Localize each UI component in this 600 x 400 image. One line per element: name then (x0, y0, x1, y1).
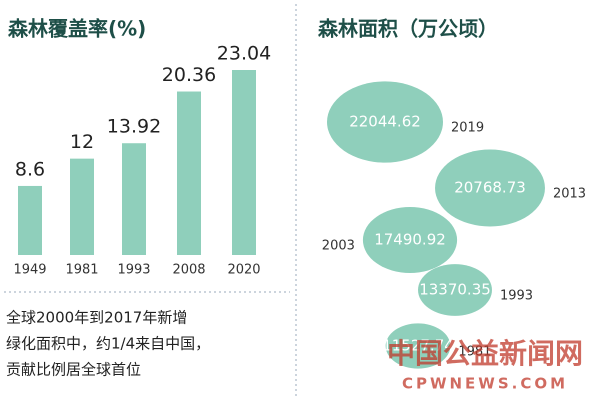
note-line: 贡献比例居全球首位 (6, 361, 141, 379)
bar (18, 185, 42, 255)
value-label: 13.92 (107, 116, 161, 138)
value-label: 20.36 (162, 64, 216, 86)
category-label: 1993 (500, 289, 533, 304)
chart-title: 森林覆盖率(%) (8, 17, 146, 41)
value-label: 17490.92 (374, 231, 446, 249)
value-label: 11527.74 (382, 337, 454, 355)
value-label: 12 (70, 131, 94, 153)
x-tick-label: 2008 (172, 263, 205, 278)
bar (70, 158, 94, 255)
category-label: 2019 (451, 121, 484, 136)
value-label: 20768.73 (454, 179, 526, 197)
category-label: 1981 (458, 345, 491, 360)
value-label: 23.04 (217, 43, 271, 65)
bubble (385, 323, 451, 369)
x-tick-label: 2020 (227, 263, 260, 278)
category-label: 2003 (322, 239, 355, 254)
bubble (362, 207, 458, 273)
bubble (327, 81, 443, 163)
bubble (435, 149, 545, 227)
watermark: 中国公益新闻网 (387, 337, 583, 370)
note-line: 绿化面积中，约1/4来自中国， (6, 335, 210, 353)
x-tick-label: 1993 (117, 263, 150, 278)
bar (232, 70, 256, 255)
category-label: 2013 (553, 187, 586, 202)
chart-title: 森林面积（万公顷） (318, 17, 498, 41)
note-line: 全球2000年到2017年新增 (6, 309, 187, 327)
x-tick-label: 1981 (65, 263, 98, 278)
watermark: CPWNEWS.COM (402, 375, 568, 393)
value-label: 22044.62 (349, 113, 421, 131)
value-label: 13370.35 (419, 281, 491, 299)
bar (122, 143, 146, 255)
bubble (418, 264, 492, 316)
bar (177, 91, 201, 255)
x-tick-label: 1949 (13, 263, 46, 278)
value-label: 8.6 (15, 158, 45, 180)
